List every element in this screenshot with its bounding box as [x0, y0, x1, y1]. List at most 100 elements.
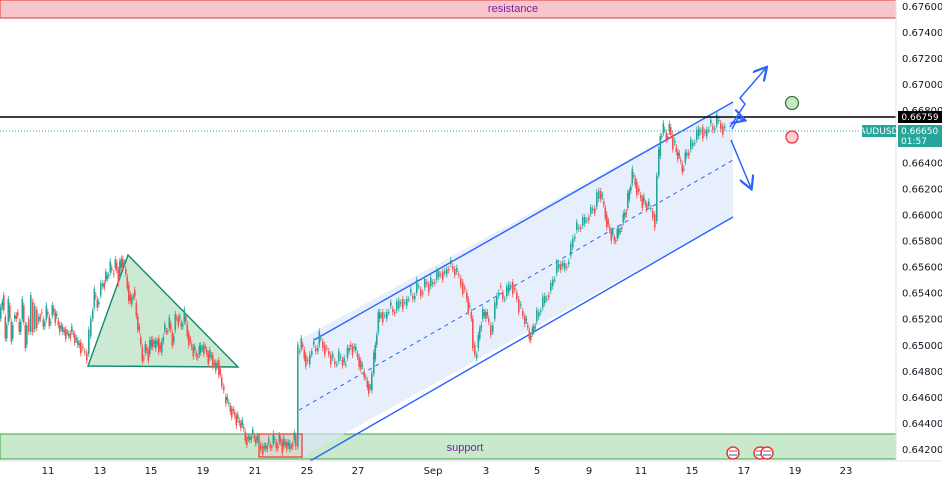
candle [373, 352, 375, 374]
candle [269, 445, 272, 448]
candle [47, 312, 49, 315]
candle [698, 128, 700, 137]
candle [140, 336, 142, 345]
candle [348, 348, 350, 352]
candle [289, 443, 291, 449]
time-axis-ticks: 11 13 15 19 21 25 27 Sep 3 5 9 11 15 17 19 23 [42, 466, 853, 477]
candle [670, 127, 672, 135]
retest-arrow[interactable] [732, 118, 744, 130]
candle [696, 129, 698, 140]
candle [680, 159, 682, 162]
candle [138, 326, 141, 331]
candle [631, 168, 634, 184]
candle [170, 323, 172, 330]
candle [302, 344, 304, 347]
resistance-zone[interactable] [0, 0, 897, 19]
bearish-projection-arrow[interactable] [730, 139, 751, 188]
candle [382, 312, 384, 322]
candle [287, 442, 290, 446]
candle [603, 201, 605, 205]
candle [246, 437, 248, 446]
channel-upper-line[interactable] [313, 101, 734, 341]
candle [274, 439, 276, 441]
time-tick-label: 19 [197, 466, 210, 477]
candle [466, 292, 468, 300]
candle [218, 360, 220, 376]
bullish-target-circle[interactable] [784, 95, 800, 111]
us-flag-icon[interactable] [760, 446, 774, 460]
candle [106, 275, 109, 279]
time-axis-bg[interactable] [0, 461, 896, 478]
candle [430, 277, 432, 287]
candle [483, 312, 486, 316]
candle [644, 202, 647, 205]
candle [550, 282, 552, 291]
triangle-pattern[interactable] [87, 253, 240, 368]
candle [609, 227, 611, 231]
candle [260, 444, 262, 450]
candle [615, 240, 617, 242]
bearish-target-circle[interactable] [785, 130, 799, 144]
candle [98, 301, 100, 305]
candle [640, 194, 642, 199]
candle [619, 230, 622, 232]
candle [332, 354, 334, 358]
price-tick-label: 0.67200 [902, 54, 942, 65]
candle [570, 243, 572, 256]
candle [189, 338, 192, 342]
bullish-projection-arrow[interactable] [729, 68, 766, 128]
candle [159, 345, 162, 350]
price-tick-label: 0.65400 [902, 289, 942, 300]
candle [147, 350, 150, 361]
candle [492, 325, 494, 332]
candle [194, 346, 196, 350]
candle [506, 286, 508, 296]
candle [86, 352, 88, 361]
candle [580, 227, 582, 229]
channel-lower-line[interactable] [309, 216, 734, 462]
candle [32, 301, 34, 333]
candle [582, 217, 584, 226]
candle [235, 415, 238, 426]
candle [146, 347, 148, 351]
candle [667, 136, 669, 139]
candle [334, 361, 336, 365]
candle [156, 341, 159, 344]
candle [68, 333, 70, 336]
candle [558, 263, 560, 269]
candle [422, 292, 424, 294]
price-axis-bg[interactable] [896, 0, 942, 461]
candle [665, 133, 668, 140]
candle [42, 319, 45, 327]
candle [114, 259, 117, 268]
candle [158, 338, 160, 352]
candle [508, 284, 510, 293]
channel-mid-line[interactable] [298, 159, 734, 411]
candle [454, 269, 456, 276]
candle [368, 383, 370, 394]
candle [128, 284, 130, 302]
candle [243, 426, 245, 429]
candle [722, 125, 724, 135]
candle [249, 436, 251, 440]
candle [654, 214, 656, 228]
candle [630, 186, 632, 192]
candle [598, 191, 600, 199]
candle [206, 349, 208, 354]
level-price-tag [898, 111, 942, 123]
time-tick-label: 11 [42, 466, 55, 477]
candle [280, 438, 282, 443]
candle [210, 355, 213, 357]
candle [141, 347, 144, 362]
candle [341, 359, 344, 366]
candle [486, 312, 489, 316]
us-flag-icon[interactable] [726, 446, 740, 460]
candle [718, 120, 720, 122]
time-tick-label: 11 [635, 466, 648, 477]
candle [476, 354, 478, 358]
price-tick-label: 0.66000 [902, 210, 942, 221]
candle [516, 292, 518, 300]
candle [377, 312, 380, 332]
candle [546, 298, 548, 300]
